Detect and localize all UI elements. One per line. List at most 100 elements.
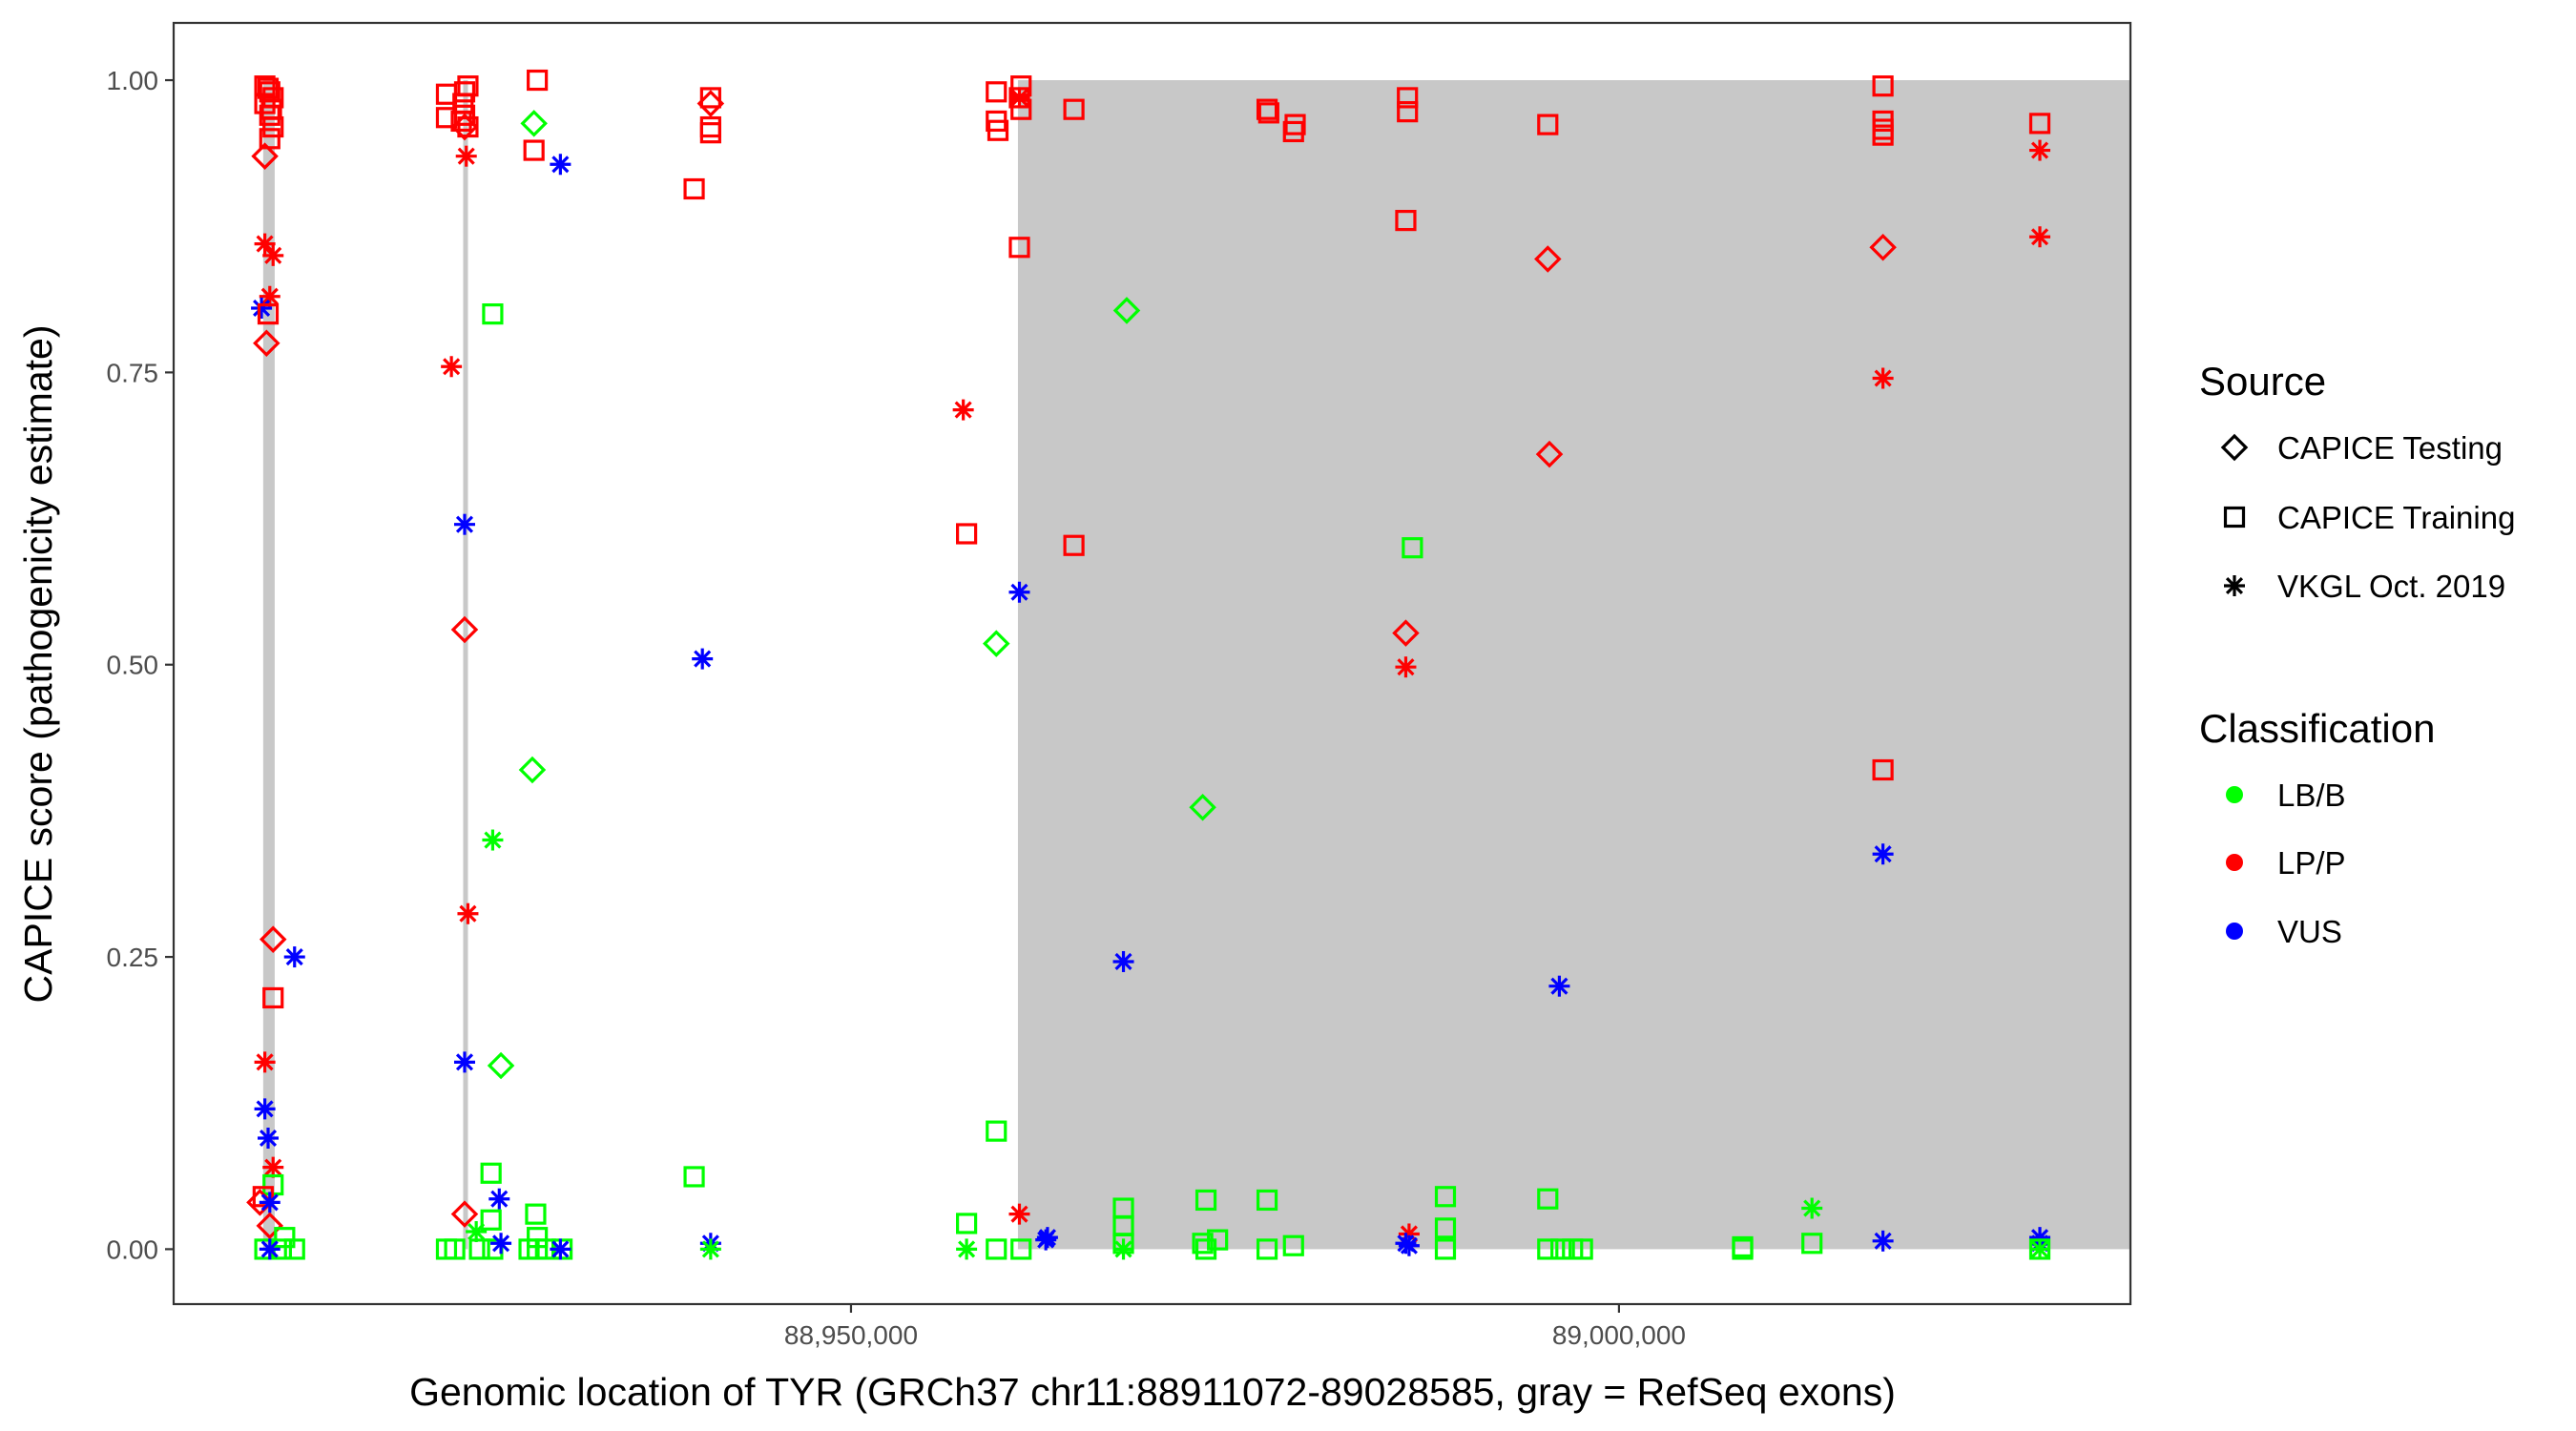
data-point bbox=[1112, 297, 1141, 324]
data-point bbox=[1395, 209, 1417, 232]
data-point bbox=[487, 1051, 515, 1080]
legend-key-dot-icon bbox=[2226, 786, 2243, 803]
data-point bbox=[480, 1209, 502, 1231]
exon-line bbox=[1017, 80, 2130, 1250]
data-point bbox=[1534, 245, 1562, 273]
data-point bbox=[1008, 237, 1030, 259]
data-point bbox=[956, 1238, 978, 1260]
data-point bbox=[457, 902, 479, 924]
data-point bbox=[257, 303, 280, 325]
data-point bbox=[482, 829, 504, 851]
data-point bbox=[453, 104, 476, 126]
data-point bbox=[1872, 124, 1894, 146]
legend-classification-label: LP/P bbox=[2277, 845, 2346, 881]
legend-key-dot-icon bbox=[2226, 923, 2243, 940]
data-point bbox=[444, 1238, 466, 1260]
legend-classification: Classification LB/B LP/P VUS bbox=[2199, 706, 2435, 949]
exon-line bbox=[2038, 80, 2044, 1250]
data-point bbox=[550, 154, 571, 176]
data-point bbox=[1535, 440, 1564, 468]
data-point bbox=[1732, 1235, 1754, 1258]
legend-source: Source CAPICE Testing CAPICE Training VKGL… bbox=[2199, 359, 2515, 604]
data-point bbox=[259, 925, 287, 953]
x-axis: 88,950,000 89,000,000 bbox=[784, 1304, 1686, 1350]
data-point bbox=[453, 81, 476, 103]
y-tick-label: 1.00 bbox=[107, 66, 159, 95]
data-point bbox=[256, 1212, 284, 1240]
data-point bbox=[251, 297, 273, 319]
data-point bbox=[283, 1238, 305, 1260]
data-point bbox=[986, 1238, 1008, 1260]
data-point bbox=[525, 1203, 547, 1225]
data-point bbox=[1872, 75, 1894, 97]
data-point bbox=[1189, 793, 1216, 821]
data-point bbox=[1112, 950, 1134, 972]
y-tick-label: 0.75 bbox=[107, 358, 159, 387]
data-point bbox=[453, 513, 475, 535]
exon-line bbox=[262, 80, 275, 1250]
data-point bbox=[527, 69, 549, 92]
y-tick-label: 0.25 bbox=[107, 943, 159, 972]
data-point bbox=[453, 1051, 475, 1073]
data-point bbox=[2029, 1238, 2051, 1260]
x-tick-label: 89,000,000 bbox=[1552, 1320, 1686, 1350]
y-tick-label: 0.50 bbox=[107, 651, 159, 680]
data-point bbox=[1548, 975, 1570, 997]
data-point bbox=[1434, 1217, 1457, 1239]
y-axis: 0.00 0.25 0.50 0.75 1.00 bbox=[107, 66, 174, 1264]
data-point bbox=[1282, 120, 1304, 143]
data-point bbox=[1869, 234, 1897, 261]
data-point bbox=[1063, 534, 1085, 556]
data-point bbox=[1872, 1230, 1894, 1252]
data-point bbox=[455, 145, 477, 167]
data-point bbox=[550, 1238, 571, 1260]
data-point bbox=[254, 1051, 276, 1073]
data-point bbox=[1872, 367, 1894, 389]
data-point bbox=[259, 1192, 280, 1213]
data-point bbox=[1550, 1238, 1572, 1260]
data-point bbox=[518, 756, 547, 784]
data-point bbox=[1192, 1233, 1214, 1255]
data-point bbox=[1395, 656, 1417, 678]
data-point bbox=[468, 1238, 490, 1260]
data-point bbox=[450, 1200, 479, 1228]
data-point bbox=[1008, 581, 1030, 603]
legend-source-label: CAPICE Testing bbox=[2277, 430, 2503, 466]
data-point bbox=[982, 630, 1010, 657]
legend-classification-label: LB/B bbox=[2277, 778, 2346, 813]
data-point bbox=[987, 119, 1009, 141]
legend-source-label: VKGL Oct. 2019 bbox=[2277, 569, 2505, 604]
data-point bbox=[1872, 758, 1894, 781]
data-point bbox=[1112, 1238, 1134, 1260]
data-point bbox=[260, 98, 282, 120]
data-point bbox=[490, 1233, 512, 1255]
data-point bbox=[450, 615, 479, 644]
data-point bbox=[699, 87, 721, 109]
data-point bbox=[1063, 98, 1085, 120]
data-point bbox=[262, 986, 284, 1009]
legend-classification-label: VUS bbox=[2277, 914, 2342, 949]
data-point bbox=[1801, 1233, 1823, 1255]
data-points bbox=[246, 69, 2051, 1260]
data-point bbox=[1195, 1189, 1217, 1212]
data-point bbox=[2029, 139, 2051, 161]
data-point bbox=[1537, 114, 1559, 135]
data-point bbox=[1392, 619, 1420, 647]
data-point bbox=[441, 356, 463, 378]
exon-line bbox=[1881, 80, 1887, 1250]
data-point bbox=[450, 113, 479, 141]
x-tick-label: 88,950,000 bbox=[784, 1320, 918, 1350]
data-point bbox=[258, 1127, 280, 1149]
data-point bbox=[259, 1238, 280, 1260]
data-point bbox=[2029, 226, 2051, 248]
data-point bbox=[1010, 1238, 1032, 1260]
data-point bbox=[956, 1213, 978, 1234]
data-point bbox=[259, 104, 280, 126]
data-point bbox=[699, 1238, 721, 1260]
data-point bbox=[2028, 113, 2051, 135]
data-point bbox=[1571, 1238, 1593, 1260]
plot-panel-border bbox=[172, 21, 2132, 1306]
data-point bbox=[1397, 87, 1419, 109]
data-point bbox=[1008, 1203, 1030, 1225]
data-point bbox=[257, 77, 280, 99]
